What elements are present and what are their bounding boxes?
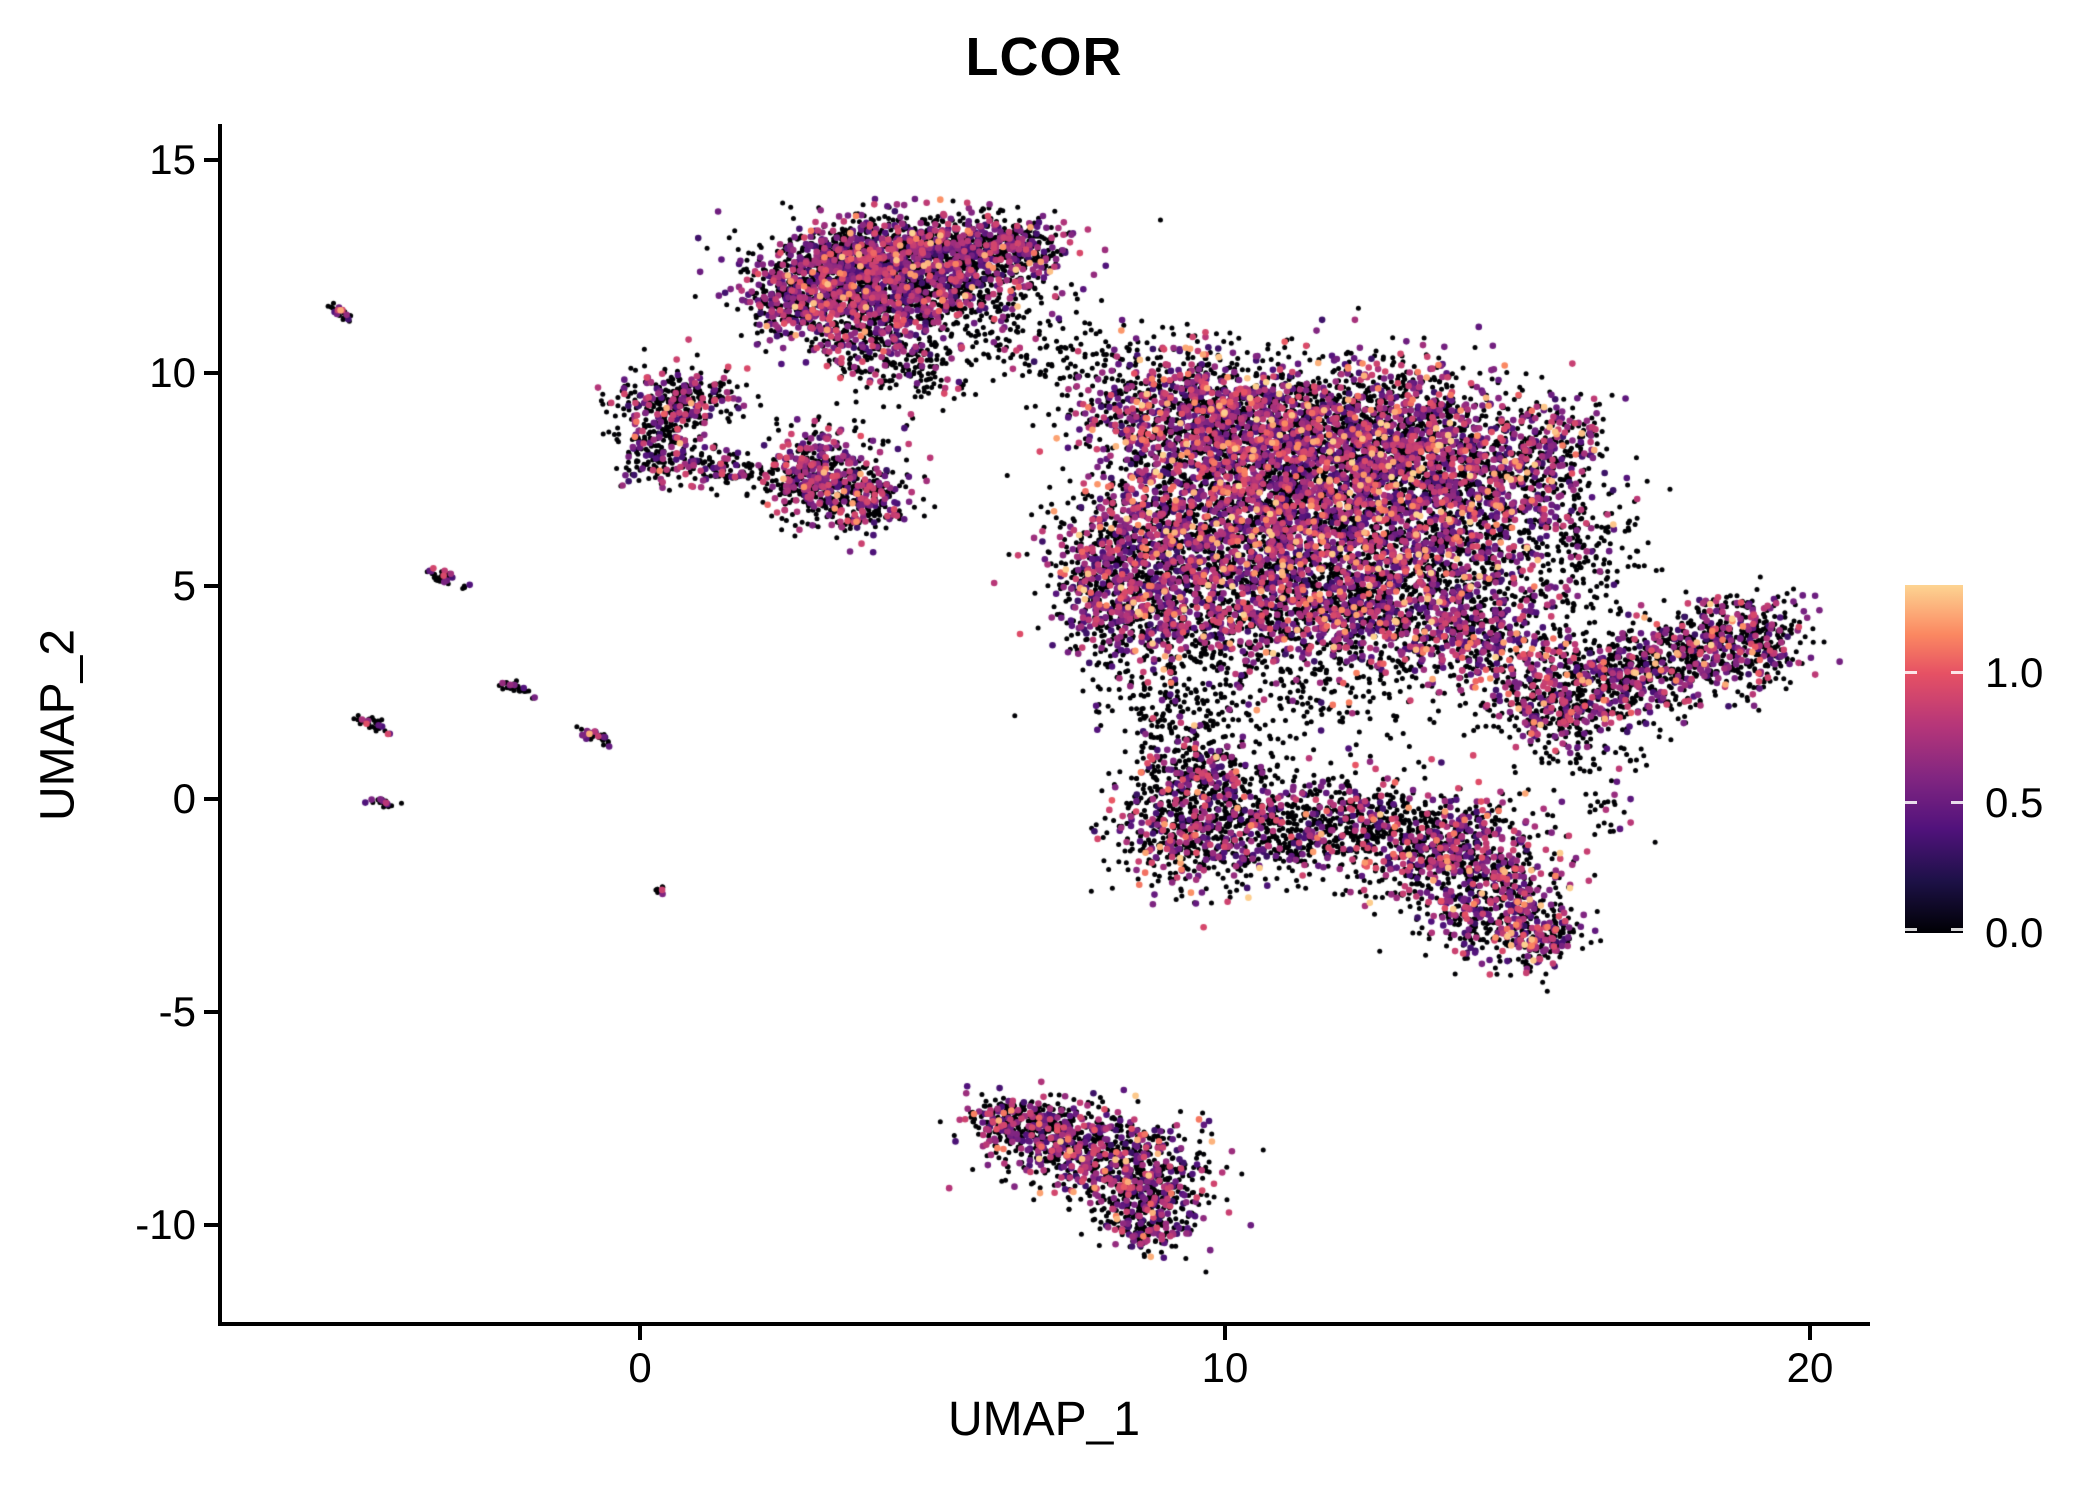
colorbar-tick <box>1951 801 1963 804</box>
x-tick-label: 0 <box>628 1344 652 1391</box>
colorbar-tick <box>1905 801 1917 804</box>
y-tick-label: 5 <box>172 562 196 609</box>
x-tick-label: 20 <box>1786 1344 1834 1391</box>
x-axis-title: UMAP_1 <box>947 1393 1141 1446</box>
colorbar-tick <box>1951 671 1963 674</box>
colorbar-label: 0.5 <box>1985 779 2044 826</box>
y-tick-label: 10 <box>149 349 196 396</box>
colorbar-label: 0.0 <box>1985 909 2044 956</box>
y-tick-mark <box>204 158 218 162</box>
x-tick-mark <box>1808 1326 1812 1340</box>
x-axis-line <box>218 1322 1870 1326</box>
y-tick-mark <box>204 797 218 801</box>
colorbar-label: 1.0 <box>1985 649 2044 696</box>
colorbar-tick <box>1905 671 1917 674</box>
y-tick-label: -5 <box>158 988 196 1035</box>
y-tick-mark <box>204 371 218 375</box>
colorbar-tick <box>1951 928 1963 931</box>
plot-title: LCOR <box>965 27 1123 87</box>
y-tick-label: -10 <box>135 1201 196 1248</box>
y-axis-line <box>218 124 222 1326</box>
y-tick-mark <box>204 584 218 588</box>
y-tick-label: 0 <box>172 775 196 822</box>
y-tick-mark <box>204 1223 218 1227</box>
x-tick-label: 10 <box>1201 1344 1249 1391</box>
x-tick-mark <box>638 1326 642 1340</box>
colorbar-tick <box>1905 928 1917 931</box>
y-tick-mark <box>204 1010 218 1014</box>
y-tick-label: 15 <box>149 136 196 183</box>
x-tick-mark <box>1223 1326 1227 1340</box>
colorbar-gradient <box>1905 585 1963 933</box>
